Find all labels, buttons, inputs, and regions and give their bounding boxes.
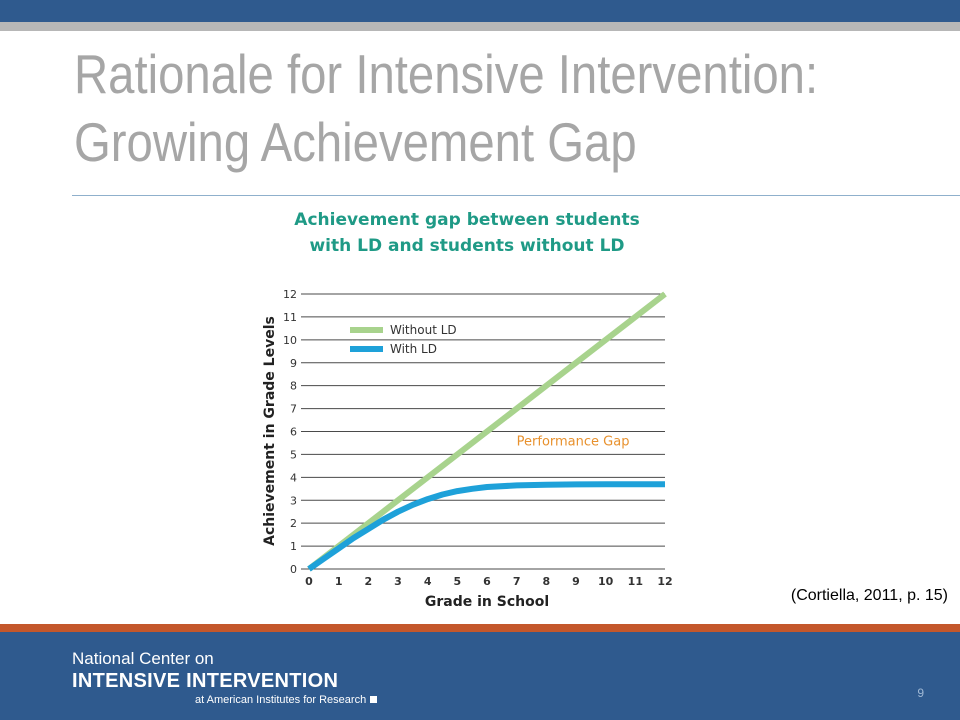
chart-legend: Without LD With LD: [350, 323, 457, 356]
series-line-with-ld: [307, 481, 665, 572]
y-tick-label: 1: [290, 540, 297, 553]
legend-label-without-ld: Without LD: [390, 323, 457, 337]
org-name-line2: INTENSIVE INTERVENTION: [72, 670, 339, 692]
footer-stripe: [0, 624, 960, 632]
legend-label-with-ld: With LD: [390, 342, 437, 356]
footer-bar: National Center on INTENSIVE INTERVENTIO…: [0, 632, 960, 720]
chart-svg: Achievement gap between students with LD…: [262, 210, 673, 610]
x-tick-label: 6: [483, 575, 491, 588]
logo-square-icon: [370, 696, 378, 703]
header-bar: [0, 0, 960, 22]
y-tick-label: 4: [290, 471, 297, 484]
title-divider: [72, 195, 960, 196]
y-tick-label: 6: [290, 426, 297, 439]
x-tick-label: 2: [365, 575, 373, 588]
citation: (Cortiella, 2011, p. 15): [790, 587, 948, 604]
header-stripe: [0, 22, 960, 31]
y-axis-label: Achievement in Grade Levels: [262, 316, 278, 546]
x-tick-label: 1: [335, 575, 343, 588]
y-tick-label: 11: [283, 311, 297, 324]
y-tick-label: 5: [290, 448, 297, 461]
x-axis-label: Grade in School: [425, 594, 549, 610]
y-tick-label: 10: [283, 334, 297, 347]
slide-title: Rationale for Intensive Intervention: Gr…: [74, 40, 822, 176]
series-line-without-ld: [307, 291, 667, 572]
x-tick-label: 5: [454, 575, 462, 588]
chart-title-line1: Achievement gap between students: [294, 210, 639, 230]
performance-gap-annotation: Performance Gap: [517, 434, 630, 449]
y-tick-label: 8: [290, 380, 297, 393]
y-tick-label: 12: [283, 288, 297, 301]
x-tick-label: 0: [305, 575, 313, 588]
x-tick-label: 7: [513, 575, 521, 588]
chart-gridlines: [301, 293, 665, 570]
x-tick-label: 11: [628, 575, 643, 588]
org-name-line1: National Center on: [72, 649, 214, 668]
x-tick-label: 8: [543, 575, 551, 588]
x-tick-label: 10: [598, 575, 614, 588]
x-tick-label: 12: [657, 575, 672, 588]
slide-title-line2: Growing Achievement Gap: [74, 111, 637, 173]
chart-title-line2: with LD and students without LD: [309, 236, 624, 256]
x-tick-label: 3: [394, 575, 402, 588]
org-affiliation-text: at American Institutes for Research: [195, 694, 367, 706]
page-number: 9: [917, 686, 924, 700]
y-tick-label: 9: [290, 357, 297, 370]
y-tick-label: 2: [290, 517, 297, 530]
y-tick-label: 0: [290, 563, 297, 576]
org-affiliation: at American Institutes for Research: [195, 694, 378, 706]
x-tick-label: 4: [424, 575, 432, 588]
achievement-gap-chart: Achievement gap between students with LD…: [255, 200, 685, 620]
y-tick-label: 3: [290, 494, 297, 507]
y-tick-label: 7: [290, 403, 297, 416]
chart-series: [307, 291, 667, 572]
slide-title-line1: Rationale for Intensive Intervention:: [74, 43, 819, 105]
x-tick-label: 9: [572, 575, 580, 588]
